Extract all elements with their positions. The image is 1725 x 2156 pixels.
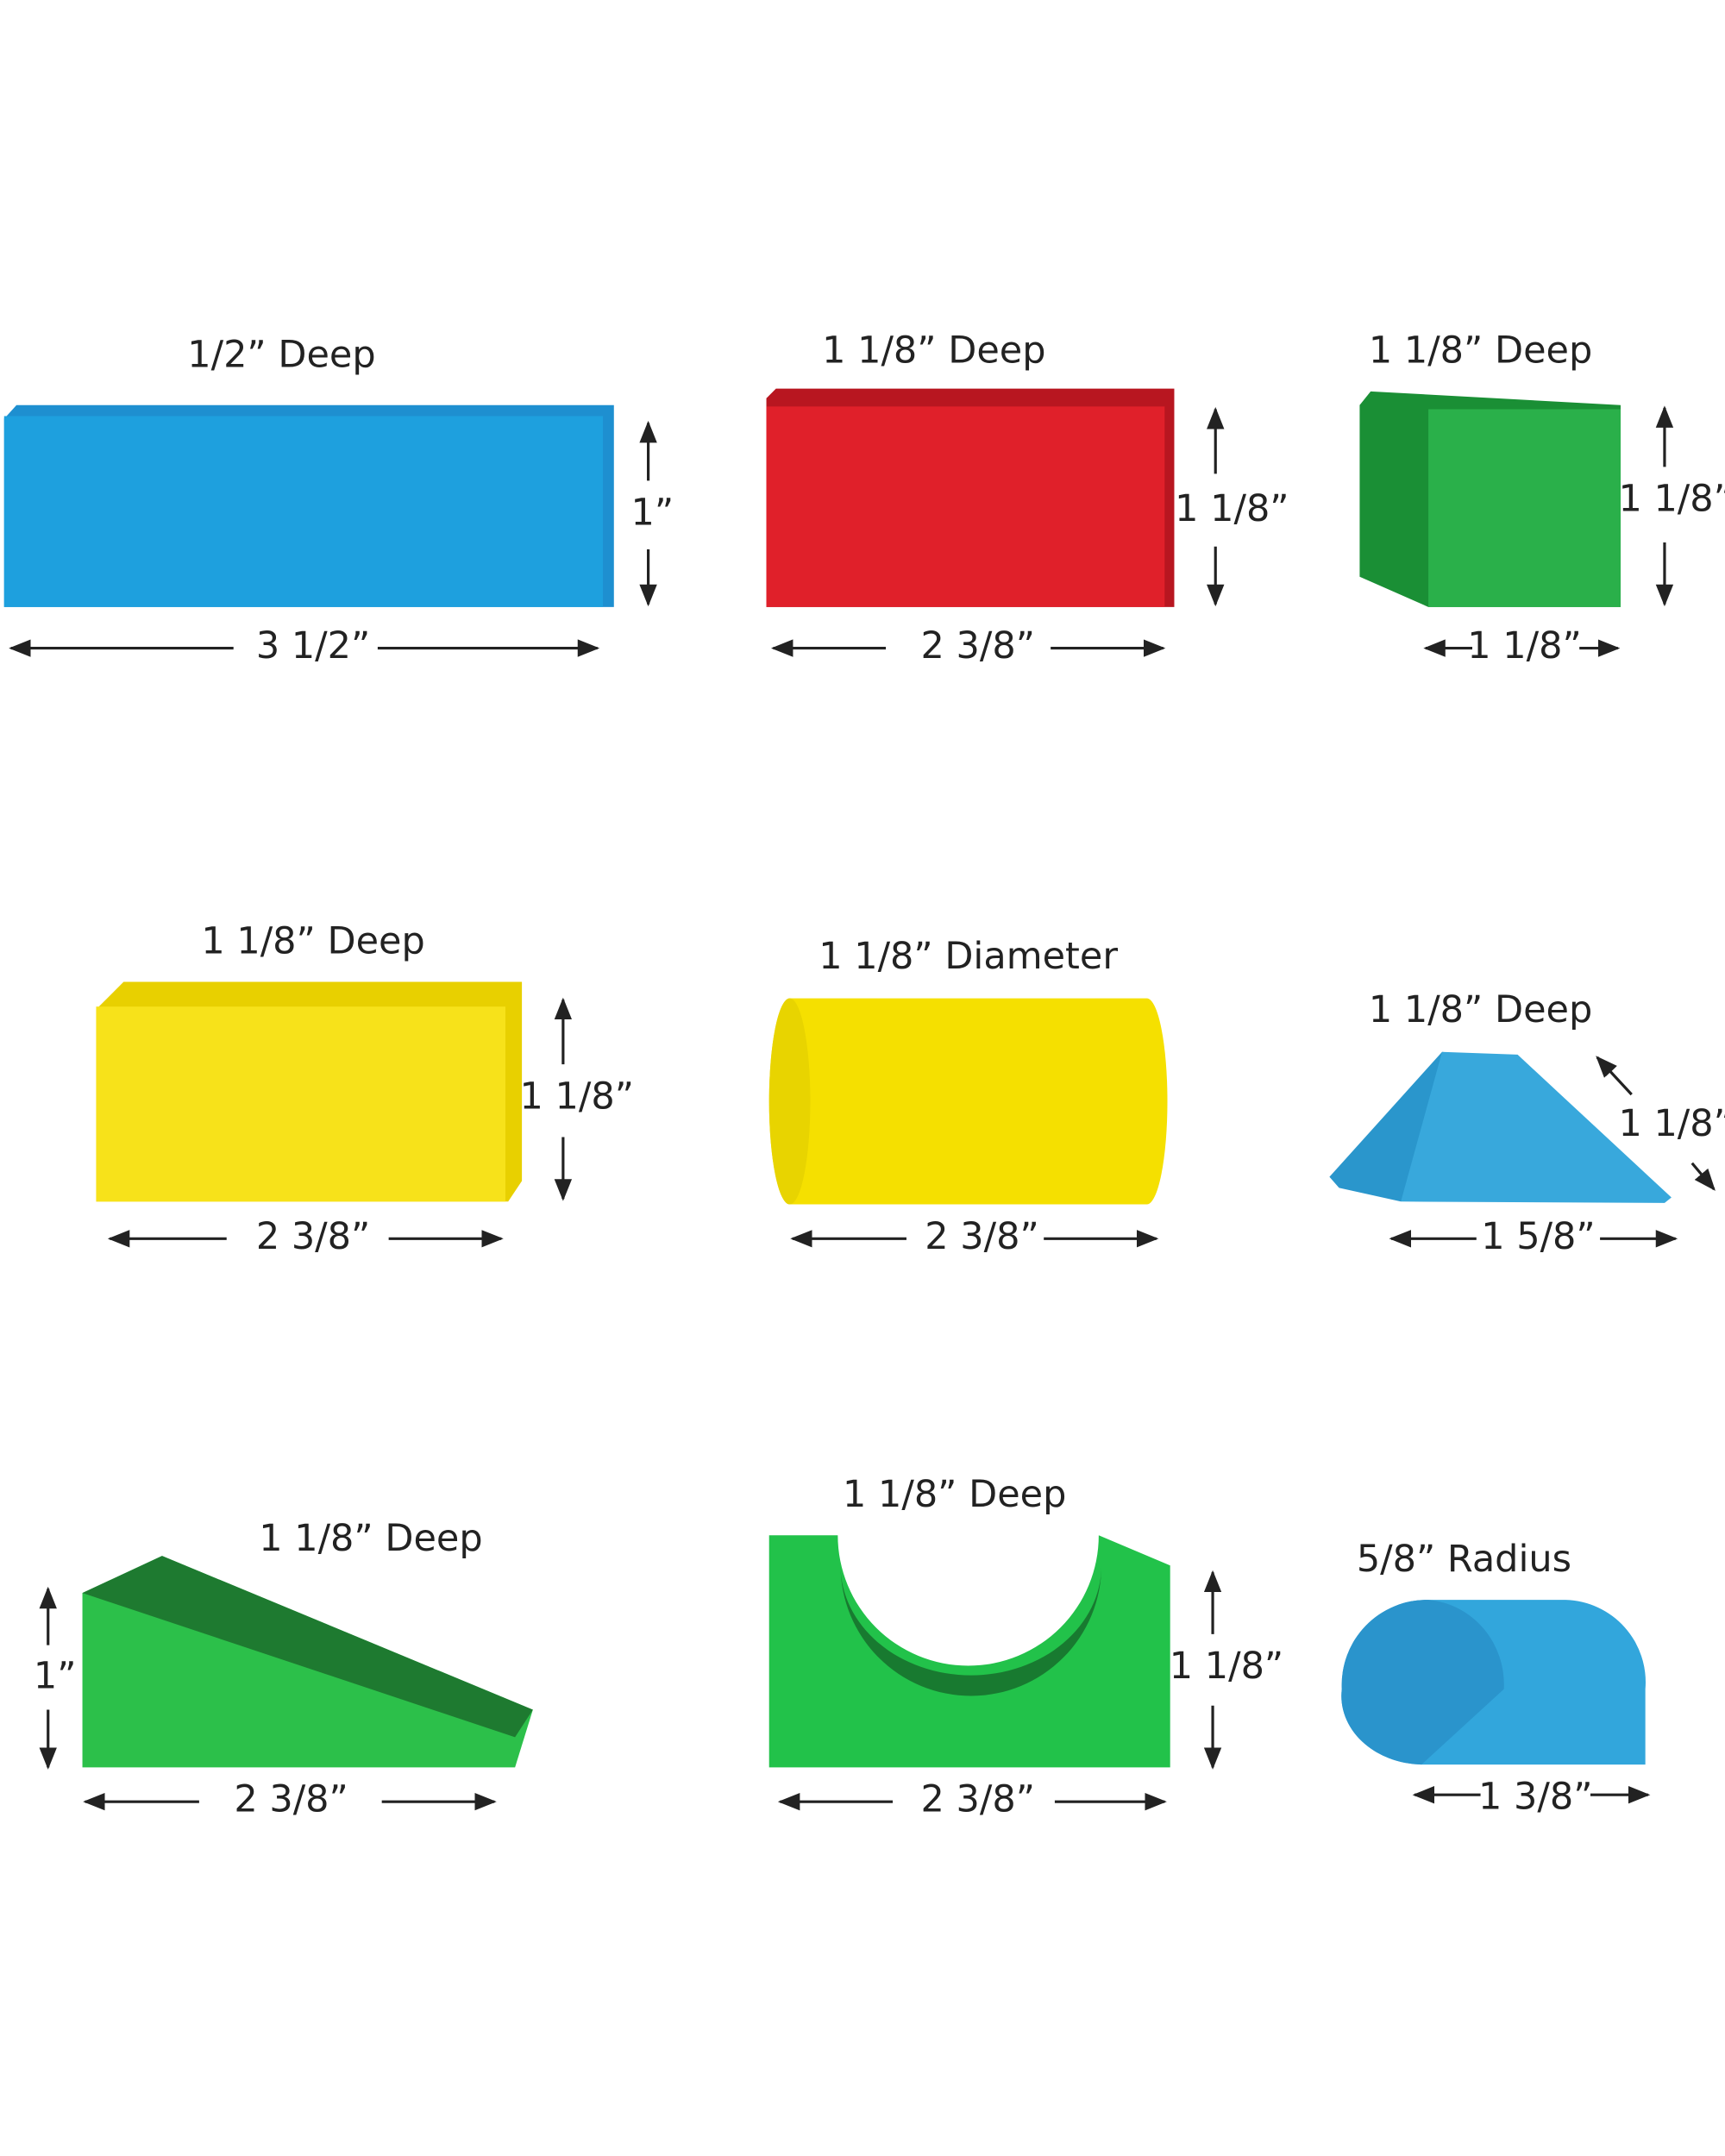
block-yellow: 1 1/8” Deep 1 1/8” 2 3/8”	[96, 919, 634, 1258]
height-label: 1 1/8”	[1170, 1645, 1283, 1688]
diameter-label: 1 1/8” Diameter	[819, 935, 1118, 978]
dimension-arrows	[770, 406, 1225, 657]
dimension-arrows	[9, 420, 657, 657]
width-label: 1 5/8”	[1481, 1215, 1595, 1258]
block-arch: 1 1/8” Deep 1 1/8” 2 3/8”	[768, 1473, 1283, 1821]
width-label: 2 3/8”	[921, 624, 1035, 667]
depth-label: 1/2” Deep	[187, 334, 375, 377]
width-label: 2 3/8”	[921, 1778, 1035, 1821]
block-green-cube: 1 1/8” Deep 1 1/8” 1 1/8”	[1359, 329, 1725, 667]
block-triangle: 1 1/8” Deep 1 1/8” 1 5/8”	[1329, 988, 1725, 1258]
block-half-cylinder: 5/8” Radius 1 3/8”	[1341, 1538, 1651, 1818]
width-label: 1 3/8”	[1478, 1775, 1592, 1818]
block-cylinder: 1 1/8” Diameter 2 3/8”	[768, 935, 1168, 1258]
dimension-arrows	[777, 1570, 1222, 1811]
side-label: 1 1/8”	[1618, 1102, 1725, 1145]
depth-label: 1 1/8” Deep	[843, 1473, 1066, 1516]
height-label: 1 1/8”	[520, 1075, 634, 1118]
dimension-arrows	[107, 997, 573, 1248]
width-label: 1 1/8”	[1467, 624, 1581, 667]
depth-label: 1 1/8” Deep	[201, 919, 424, 962]
height-label: 1”	[34, 1654, 77, 1697]
block-red: 1 1/8” Deep 1 1/8” 2 3/8”	[766, 329, 1289, 667]
radius-label: 5/8” Radius	[1357, 1538, 1571, 1581]
depth-label: 1 1/8” Deep	[1369, 329, 1592, 373]
depth-label: 1 1/8” Deep	[259, 1517, 482, 1560]
dimension-arrows	[1423, 405, 1674, 657]
depth-label: 1 1/8” Deep	[822, 329, 1045, 373]
width-label: 2 3/8”	[256, 1215, 370, 1258]
width-label: 2 3/8”	[925, 1215, 1038, 1258]
block-blue-long: 1/2” Deep 1” 3 1/2”	[3, 334, 674, 667]
dimension-arrows	[1389, 1056, 1716, 1248]
depth-label: 1 1/8” Deep	[1369, 988, 1592, 1031]
width-label: 3 1/2”	[256, 624, 370, 667]
height-label: 1 1/8”	[1175, 487, 1289, 530]
height-label: 1”	[631, 492, 674, 535]
dimension-arrows	[39, 1586, 497, 1811]
height-label: 1 1/8”	[1618, 478, 1725, 521]
block-ramp: 1 1/8” Deep 1” 2 3/8”	[34, 1517, 533, 1821]
width-label: 2 3/8”	[234, 1778, 348, 1821]
